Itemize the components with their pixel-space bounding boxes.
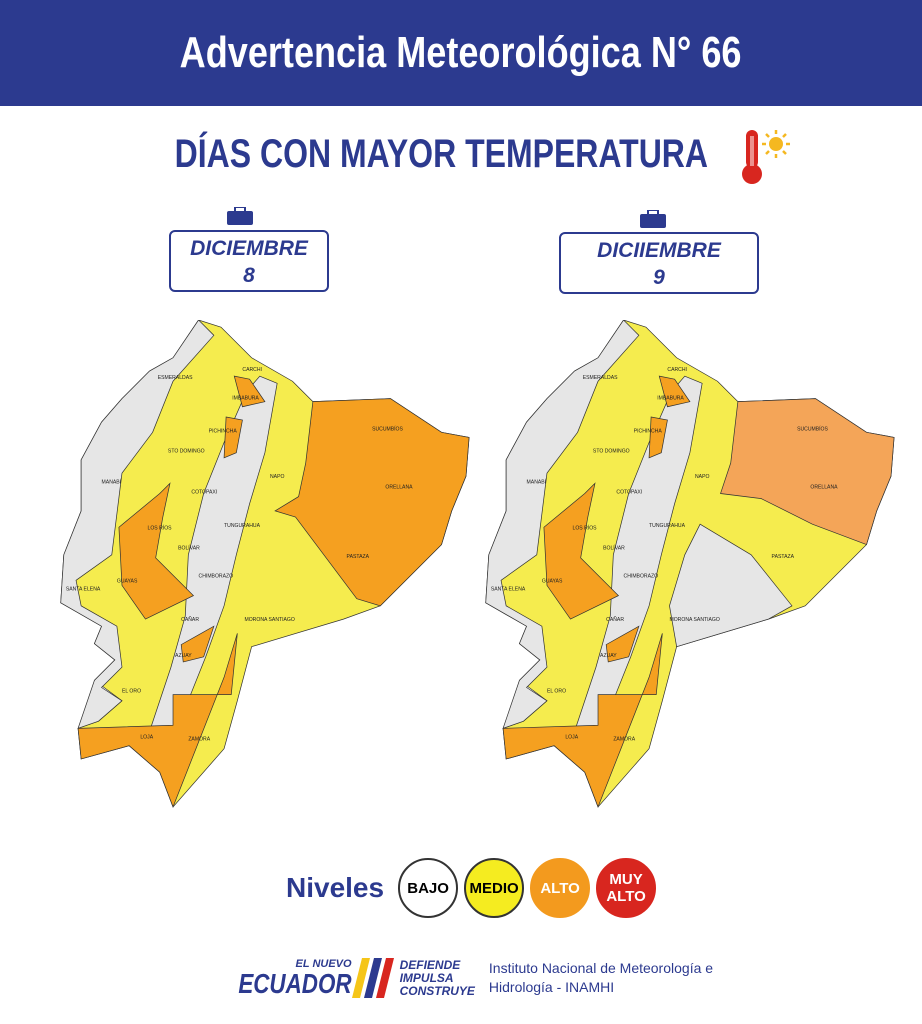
province-label: EL ORO	[547, 689, 566, 695]
el-nuevo-ecuador-logo: EL NUEVO ECUADOR DEFIENDE IMPULSA CONSTR…	[210, 958, 475, 998]
level-alto: ALTO	[530, 858, 591, 918]
province-label: IMBABURA	[657, 396, 684, 402]
footer: EL NUEVO ECUADOR DEFIENDE IMPULSA CONSTR…	[210, 958, 713, 998]
page-title: Advertencia Meteorológica N° 66	[180, 28, 742, 77]
ecuador-map-day-8: ESMERALDAS CARCHI IMBABURA PICHINCHA STO DOM…	[60, 320, 470, 808]
province-label: GUAYAS	[542, 578, 563, 584]
coast-zone-bajo	[60, 320, 215, 729]
logo-word: IMPULSA	[399, 970, 454, 985]
level-bajo: BAJO	[398, 858, 459, 918]
subtitle: DÍAS CON MAYOR TEMPERATURA	[174, 132, 708, 176]
logo-word: DEFIENDE	[399, 957, 461, 972]
province-label: PICHINCHA	[209, 428, 238, 434]
alto-zone-4	[605, 625, 640, 663]
alto-zone-2	[233, 375, 266, 408]
province-label: MORONA SANTIAGO	[244, 617, 294, 623]
alto-zone-0	[118, 482, 195, 620]
province-label: SANTA ELENA	[491, 587, 526, 593]
province-label: COTOPAXI	[616, 490, 642, 496]
province-label: MANABÍ	[527, 478, 547, 485]
alto-zone-1	[502, 633, 663, 808]
province-label: CAÑAR	[181, 616, 199, 623]
thermometer-sun-icon	[742, 130, 790, 184]
province-label: LOJA	[565, 735, 578, 741]
province-label: LOJA	[140, 735, 153, 741]
province-label: COTOPAXI	[191, 490, 217, 496]
province-label: CARCHI	[667, 367, 687, 373]
logo-top: EL NUEVO	[295, 957, 352, 970]
levels-legend: Niveles BAJO MEDIO ALTO MUY ALTO	[286, 858, 657, 918]
province-label: ESMERALDAS	[583, 375, 618, 381]
ecuador-map-day-9: ESMERALDAS CARCHI IMBABURA PICHINCHA STO DOM…	[485, 320, 895, 808]
institute-line: Hidrología - INAMHI	[488, 979, 615, 995]
province-label: SUCUMBÍOS	[372, 425, 403, 432]
coast-zone-bajo	[485, 320, 640, 729]
province-label: LOS RÍOS	[573, 524, 598, 531]
province-label: LOS RÍOS	[148, 524, 173, 531]
province-label: SANTA ELENA	[66, 587, 101, 593]
province-label: STO DOMINGO	[593, 449, 630, 455]
province-label: TUNGURAHUA	[224, 523, 261, 529]
province-label: EL ORO	[122, 689, 141, 695]
institute-name: Instituto Nacional de Meteorología e Hidr…	[489, 959, 713, 997]
province-label: PASTAZA	[772, 554, 795, 560]
date-month: DICIIEMBRE	[597, 239, 721, 262]
alto-zone-3	[648, 416, 668, 459]
amazon-zone-alto	[274, 398, 470, 607]
alto-zone-4	[180, 625, 215, 663]
flag-stripes-icon	[351, 958, 394, 998]
institute-line: Instituto Nacional de Meteorología e	[488, 960, 714, 976]
province-label: PASTAZA	[347, 554, 370, 560]
province-label: NAPO	[270, 474, 284, 480]
alto-zone-3	[223, 416, 243, 459]
province-label: NAPO	[695, 474, 709, 480]
province-label: TUNGURAHUA	[649, 523, 686, 529]
date-box-1: DICIEMBRE 8	[169, 230, 329, 292]
date-month: DICIEMBRE	[190, 237, 308, 260]
briefcase-icon	[227, 207, 253, 225]
province-label: ESMERALDAS	[158, 375, 193, 381]
province-label: AZUAY	[175, 653, 192, 659]
province-label: MORONA SANTIAGO	[669, 617, 719, 623]
province-label: CHIMBORAZO	[199, 573, 234, 579]
province-label: PICHINCHA	[634, 428, 663, 434]
date-day: 8	[243, 264, 255, 287]
province-label: IMBABURA	[232, 396, 259, 402]
province-label: ORELLANA	[385, 484, 413, 490]
province-label: MANABÍ	[102, 478, 122, 485]
province-label: BOLÍVAR	[178, 545, 200, 552]
province-label: ZAMORA	[188, 737, 210, 743]
level-muy-alto: MUY ALTO	[596, 858, 657, 918]
briefcase-icon	[640, 210, 666, 228]
province-label: BOLÍVAR	[603, 545, 625, 552]
header-banner: Advertencia Meteorológica N° 66	[0, 0, 922, 106]
level-medio: MEDIO	[464, 858, 525, 918]
province-label: CHIMBORAZO	[624, 573, 659, 579]
date-day: 9	[653, 266, 665, 289]
logo-main: ECUADOR	[238, 967, 352, 999]
amazon-north-zone-alto	[720, 398, 895, 546]
date-box-2: DICIIEMBRE 9	[559, 232, 759, 294]
province-label: ZAMORA	[613, 737, 635, 743]
legend-title: Niveles	[286, 872, 385, 903]
alto-zone-0	[543, 482, 620, 620]
province-label: STO DOMINGO	[168, 449, 205, 455]
alto-zone-2	[658, 375, 691, 408]
southeast-zone-bajo	[669, 523, 793, 648]
province-label: CAÑAR	[606, 616, 624, 623]
province-label: CARCHI	[242, 367, 262, 373]
province-label: AZUAY	[600, 653, 617, 659]
alto-zone-1	[77, 633, 238, 808]
logo-word: CONSTRUYE	[399, 983, 475, 998]
province-label: ORELLANA	[810, 484, 838, 490]
province-label: SUCUMBÍOS	[797, 425, 828, 432]
province-label: GUAYAS	[117, 578, 138, 584]
